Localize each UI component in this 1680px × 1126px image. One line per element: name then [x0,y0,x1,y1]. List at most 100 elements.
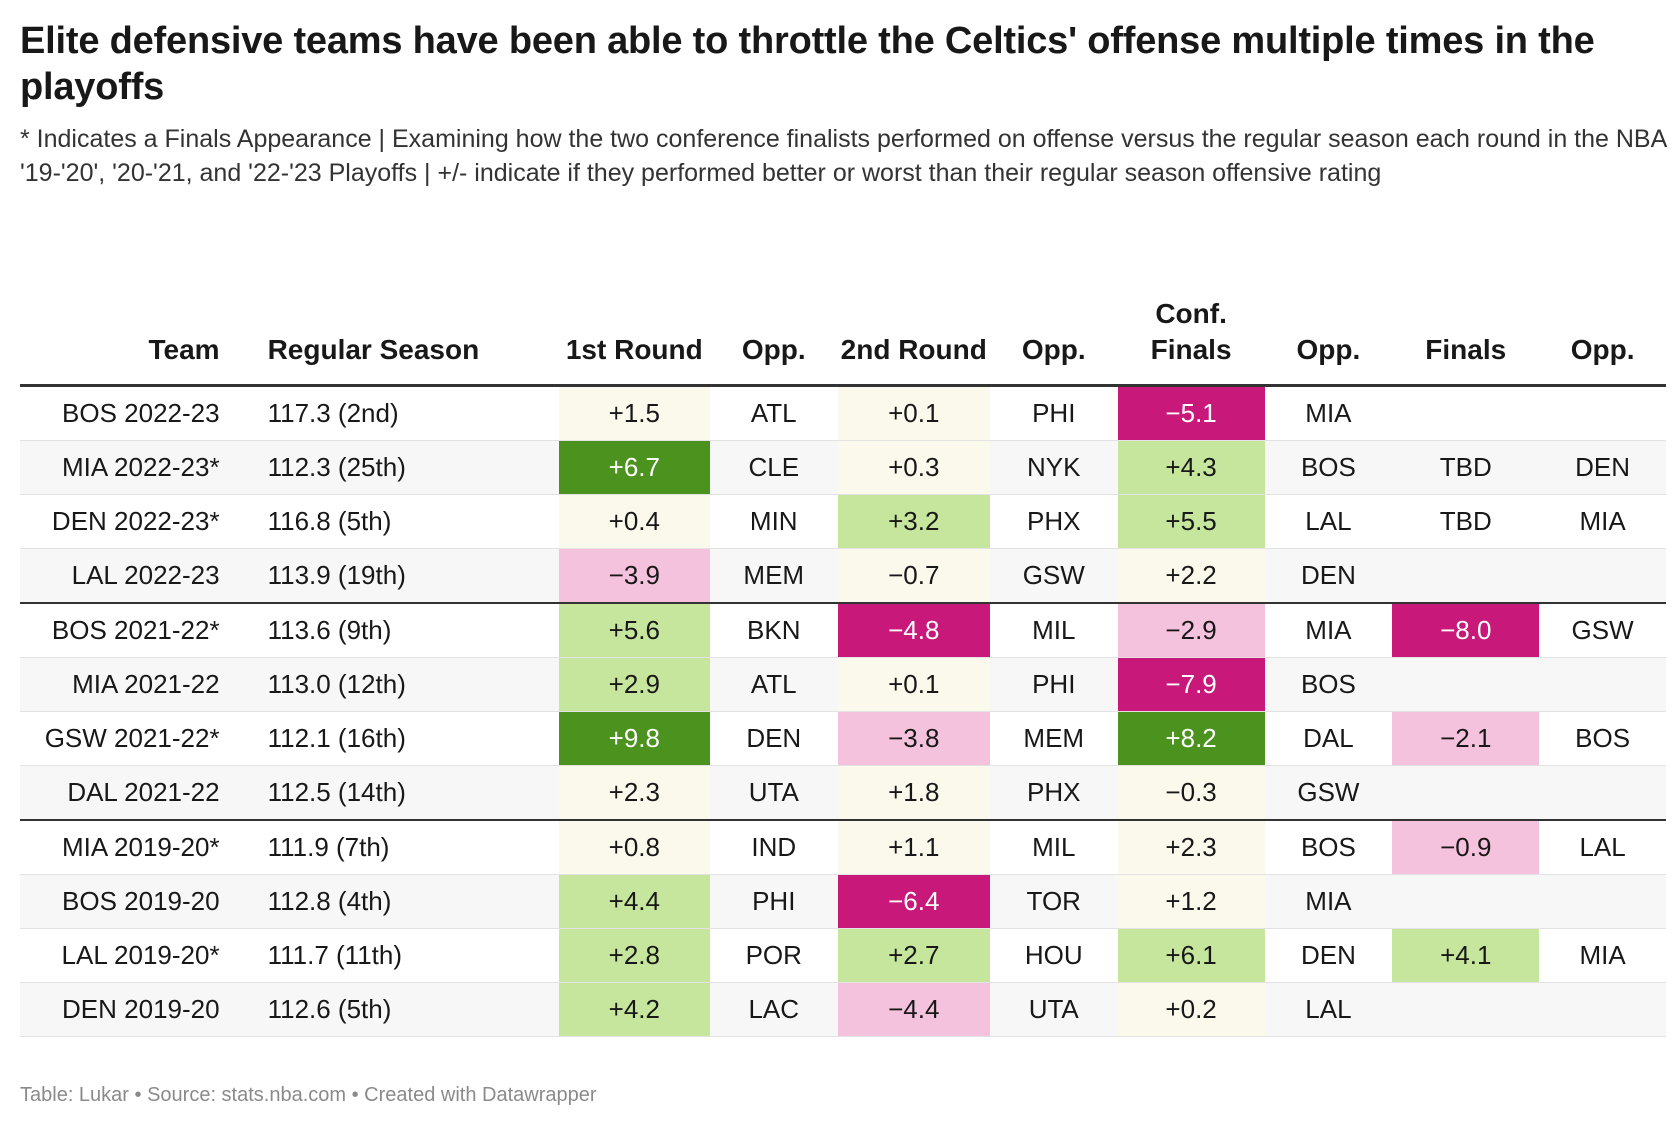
2nd-round-cell: +0.3 [837,440,990,495]
table-row: DAL 2021-22 112.5 (14th) +2.3 UTA +1.8 PHX −0.… [20,765,1666,821]
opponent-1-cell: PHI [709,874,838,929]
chart-subtitle: * Indicates a Finals Appearance | Examin… [20,125,1666,187]
conf-finals-cell: +2.2 [1117,548,1265,604]
opponent-2-cell: MIL [989,602,1118,658]
opponent-1-cell: DEN [709,711,838,766]
opponent-2-cell: PHI [989,385,1118,441]
chart-footer: Table: Lukar • Source: stats.nba.com • C… [20,1084,597,1106]
opponent-2-cell: GSW [989,548,1118,604]
opponent-4-cell: DEN [1539,440,1666,495]
table-row: DEN 2019-20 112.6 (5th) +4.2 LAC −4.4 UTA +0.2… [20,982,1666,1037]
team-cell: DEN 2019-20 [20,982,244,1037]
opponent-3-cell: BOS [1264,440,1393,495]
conf-finals-cell: +6.1 [1117,928,1265,983]
conf-finals-cell: −7.9 [1117,657,1265,712]
opponent-4-cell: MIA [1539,928,1666,983]
1st-round-cell: +4.4 [558,874,710,929]
opponent-2-cell: HOU [989,928,1118,983]
regular-season-cell: 112.1 (16th) [243,711,559,766]
1st-round-cell: +5.6 [558,602,710,658]
1st-round-cell: +0.4 [558,494,710,549]
conf-finals-cell: +1.2 [1117,874,1265,929]
2nd-round-cell: −6.4 [837,874,990,929]
column-header-finals[interactable]: Finals [1392,296,1540,387]
opponent-3-cell: MIA [1264,874,1393,929]
regular-season-cell: 113.6 (9th) [243,602,559,658]
1st-round-cell: +2.8 [558,928,710,983]
regular-season-cell: 112.5 (14th) [243,765,559,821]
opponent-2-cell: PHX [989,765,1118,821]
column-header-opp-2[interactable]: Opp. [989,296,1118,387]
conf-finals-cell: +5.5 [1117,494,1265,549]
table-row: MIA 2022-23* 112.3 (25th) +6.7 CLE +0.3 NYK +4… [20,440,1666,495]
1st-round-cell: +2.3 [558,765,710,821]
column-header-2nd-round[interactable]: 2nd Round [837,296,990,387]
1st-round-cell: +9.8 [558,711,710,766]
opponent-3-cell: LAL [1264,982,1393,1037]
2nd-round-cell: +0.1 [837,385,990,441]
chart-title: Elite defensive teams have been able to … [20,20,1595,108]
2nd-round-cell: −4.8 [837,602,990,658]
opponent-1-cell: UTA [709,765,838,821]
opponent-4-cell [1539,874,1666,929]
column-header-opp-1[interactable]: Opp. [709,296,838,387]
2nd-round-cell: +2.7 [837,928,990,983]
opponent-4-cell: LAL [1539,819,1666,875]
team-cell: LAL 2019-20* [20,928,244,983]
finals-cell: −8.0 [1392,602,1540,658]
opponent-1-cell: IND [709,819,838,875]
opponent-1-cell: POR [709,928,838,983]
opponent-3-cell: GSW [1264,765,1393,821]
opponent-2-cell: TOR [989,874,1118,929]
opponent-3-cell: LAL [1264,494,1393,549]
header-row: Team Regular Season 1st Round Opp. 2nd R… [20,296,1666,387]
2nd-round-cell: +1.8 [837,765,990,821]
finals-cell: TBD [1392,440,1540,495]
conf-finals-cell: +2.3 [1117,819,1265,875]
regular-season-cell: 112.6 (5th) [243,982,559,1037]
regular-season-cell: 113.9 (19th) [243,548,559,604]
finals-cell [1392,765,1540,821]
data-table: Team Regular Season 1st Round Opp. 2nd R… [20,296,1666,1037]
opponent-2-cell: MIL [989,819,1118,875]
opponent-3-cell: DAL [1264,711,1393,766]
opponent-3-cell: DEN [1264,548,1393,604]
team-cell: LAL 2022-23 [20,548,244,604]
opponent-1-cell: MIN [709,494,838,549]
1st-round-cell: +0.8 [558,819,710,875]
opponent-2-cell: PHX [989,494,1118,549]
finals-cell [1392,982,1540,1037]
finals-cell: −2.1 [1392,711,1540,766]
opponent-4-cell: GSW [1539,602,1666,658]
finals-cell [1392,874,1540,929]
column-header-1st-round[interactable]: 1st Round [558,296,710,387]
team-cell: GSW 2021-22* [20,711,244,766]
column-header-team[interactable]: Team [20,296,244,387]
2nd-round-cell: +3.2 [837,494,990,549]
conf-finals-cell: −2.9 [1117,602,1265,658]
table-row: LAL 2022-23 113.9 (19th) −3.9 MEM −0.7 GSW +2.… [20,548,1666,604]
table-row: DEN 2022-23* 116.8 (5th) +0.4 MIN +3.2 PHX +5.… [20,494,1666,549]
team-cell: DAL 2021-22 [20,765,244,821]
column-header-opp-4[interactable]: Opp. [1539,296,1666,387]
table-row: MIA 2019-20* 111.9 (7th) +0.8 IND +1.1 MIL +2.… [20,819,1666,875]
1st-round-cell: +1.5 [558,385,710,441]
opponent-3-cell: MIA [1264,602,1393,658]
table-row: MIA 2021-22 113.0 (12th) +2.9 ATL +0.1 PHI −7.… [20,657,1666,712]
table-row: BOS 2021-22* 113.6 (9th) +5.6 BKN −4.8 MIL −2.… [20,602,1666,658]
team-cell: DEN 2022-23* [20,494,244,549]
regular-season-cell: 111.9 (7th) [243,819,559,875]
conf-finals-cell: −5.1 [1117,385,1265,441]
opponent-3-cell: MIA [1264,385,1393,441]
column-header-opp-3[interactable]: Opp. [1264,296,1393,387]
table-body: BOS 2022-23 117.3 (2nd) +1.5 ATL +0.1 PHI −5.1… [20,385,1666,1037]
conf-finals-cell: +0.2 [1117,982,1265,1037]
column-header-regular-season[interactable]: Regular Season [243,296,559,387]
column-header-conf-finals[interactable]: Conf. Finals [1117,296,1265,387]
opponent-3-cell: DEN [1264,928,1393,983]
table-row: LAL 2019-20* 111.7 (11th) +2.8 POR +2.7 HOU +6… [20,928,1666,983]
conf-finals-cell: −0.3 [1117,765,1265,821]
table-row: BOS 2019-20 112.8 (4th) +4.4 PHI −6.4 TOR +1.2… [20,874,1666,929]
finals-cell [1392,657,1540,712]
2nd-round-cell: +0.1 [837,657,990,712]
